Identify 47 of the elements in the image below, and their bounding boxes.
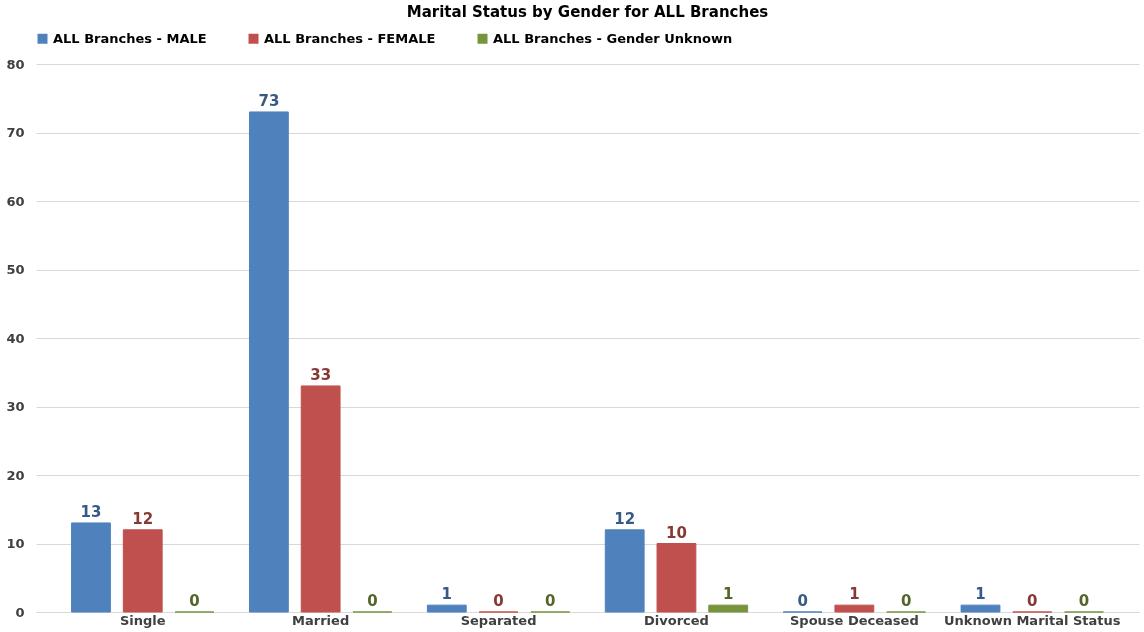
- x-tick-label: Single: [119, 612, 166, 628]
- bar: [656, 543, 697, 613]
- bar: [300, 385, 341, 613]
- bar: [248, 111, 289, 613]
- bar: [71, 522, 111, 613]
- legend-label: ALL Branches - Gender Unknown: [493, 30, 733, 46]
- legend-label: ALL Branches - MALE: [53, 30, 207, 46]
- legend-label: ALL Branches - FEMALE: [264, 30, 436, 46]
- bar: [426, 604, 467, 613]
- chart-title: Marital Status by Gender for ALL Branches: [406, 3, 769, 21]
- data-label: 13: [80, 502, 102, 521]
- y-tick-label: 70: [6, 125, 25, 140]
- y-tick-label: 40: [6, 330, 25, 346]
- bar: [604, 529, 645, 613]
- y-tick-label: 20: [6, 467, 25, 483]
- data-label: 0: [367, 592, 378, 610]
- y-tick-label: 0: [15, 604, 25, 620]
- x-tick-label: Unknown Marital Status: [943, 612, 1121, 628]
- data-label: 0: [545, 592, 556, 610]
- data-label: 0: [900, 592, 912, 610]
- bar: [708, 604, 749, 613]
- data-label: 1: [849, 585, 860, 604]
- data-label: 0: [797, 592, 808, 610]
- data-label: 0: [493, 592, 504, 610]
- data-label: 1: [441, 585, 453, 604]
- data-label: 0: [189, 592, 200, 610]
- y-tick-label: 80: [6, 56, 25, 72]
- data-label: 33: [310, 365, 332, 384]
- x-tick-label: Divorced: [644, 612, 709, 628]
- data-label: 10: [666, 523, 687, 542]
- data-label: 0: [1078, 592, 1090, 610]
- x-tick-label: Spouse Deceased: [790, 612, 919, 628]
- data-label: 12: [614, 509, 636, 528]
- data-label: 1: [975, 585, 986, 604]
- x-tick-label: Married: [292, 612, 350, 628]
- data-label: 1: [722, 585, 734, 604]
- data-label: 0: [1027, 592, 1038, 610]
- bar: [960, 604, 1001, 613]
- y-tick-label: 10: [6, 536, 25, 551]
- y-tick-label: 50: [6, 262, 25, 277]
- bar: [834, 604, 875, 613]
- data-label: 12: [132, 509, 154, 528]
- y-tick-label: 30: [6, 399, 25, 414]
- y-tick-label: 60: [6, 193, 25, 209]
- x-tick-label: Separated: [460, 612, 537, 628]
- bar: [122, 529, 163, 613]
- data-label: 73: [258, 91, 280, 110]
